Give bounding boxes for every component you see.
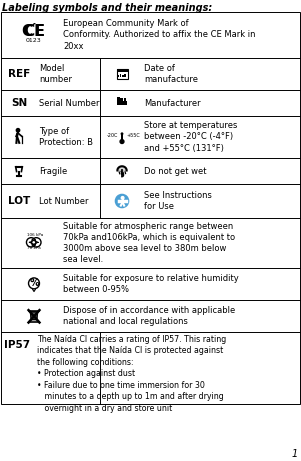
Bar [117,100,127,106]
Bar [122,75,123,77]
Bar [118,75,119,77]
Text: Do not get wet: Do not get wet [144,166,206,176]
Text: Type of
Protection: B: Type of Protection: B [39,127,93,147]
Bar [120,74,121,77]
Circle shape [16,129,20,132]
Bar [124,99,126,100]
Text: Store at temperatures
between -20°C (-4°F)
and +55°C (131°F): Store at temperatures between -20°C (-4°… [144,121,237,153]
Text: Fragile: Fragile [39,166,67,176]
Text: Date of
manufacture: Date of manufacture [144,64,198,84]
Circle shape [115,195,129,207]
Text: CE: CE [23,24,45,40]
Text: -20C: -20C [107,133,118,138]
Bar [121,134,123,142]
Circle shape [121,133,123,135]
Text: LOT: LOT [8,196,30,206]
Text: +55C: +55C [126,133,140,138]
Text: 1: 1 [292,449,298,459]
Text: Serial Number: Serial Number [39,99,100,107]
Bar [1,12,300,404]
Text: IP57: IP57 [4,340,30,350]
Bar [116,69,128,79]
Text: Model
number: Model number [39,64,72,84]
Text: Suitable for atmospheric range between
70kPa and106kPa, which is equivalent to
3: Suitable for atmospheric range between 7… [63,222,235,264]
Text: REF: REF [8,69,30,79]
Text: European Community Mark of
Conformity. Authorized to affix the CE Mark in
20xx: European Community Mark of Conformity. A… [63,19,256,51]
Text: 0123: 0123 [26,39,42,43]
Circle shape [120,140,124,143]
Text: The Naída CI carries a rating of IP57. This rating
indicates that the Naída CI i: The Naída CI carries a rating of IP57. T… [37,335,226,413]
Bar [120,98,123,100]
Text: 106 kPa: 106 kPa [27,233,43,237]
Text: Manufacturer: Manufacturer [144,99,201,107]
Bar [124,74,126,77]
Text: CΈ: CΈ [21,24,45,40]
Text: SN: SN [11,98,27,108]
Text: 70 kPa: 70 kPa [27,247,41,250]
Text: Suitable for exposure to relative humidity
between 0-95%: Suitable for exposure to relative humidi… [63,274,239,294]
Text: See Instructions
for Use: See Instructions for Use [144,191,212,211]
Bar [116,69,128,72]
Circle shape [121,196,124,199]
Bar [117,97,120,100]
Text: Lot Number: Lot Number [39,196,88,206]
Polygon shape [30,312,38,319]
Text: Dispose of in accordance with applicable
national and local regulations: Dispose of in accordance with applicable… [63,306,235,326]
Text: Labeling symbols and their meanings:: Labeling symbols and their meanings: [2,3,212,13]
Text: %: % [29,278,39,288]
